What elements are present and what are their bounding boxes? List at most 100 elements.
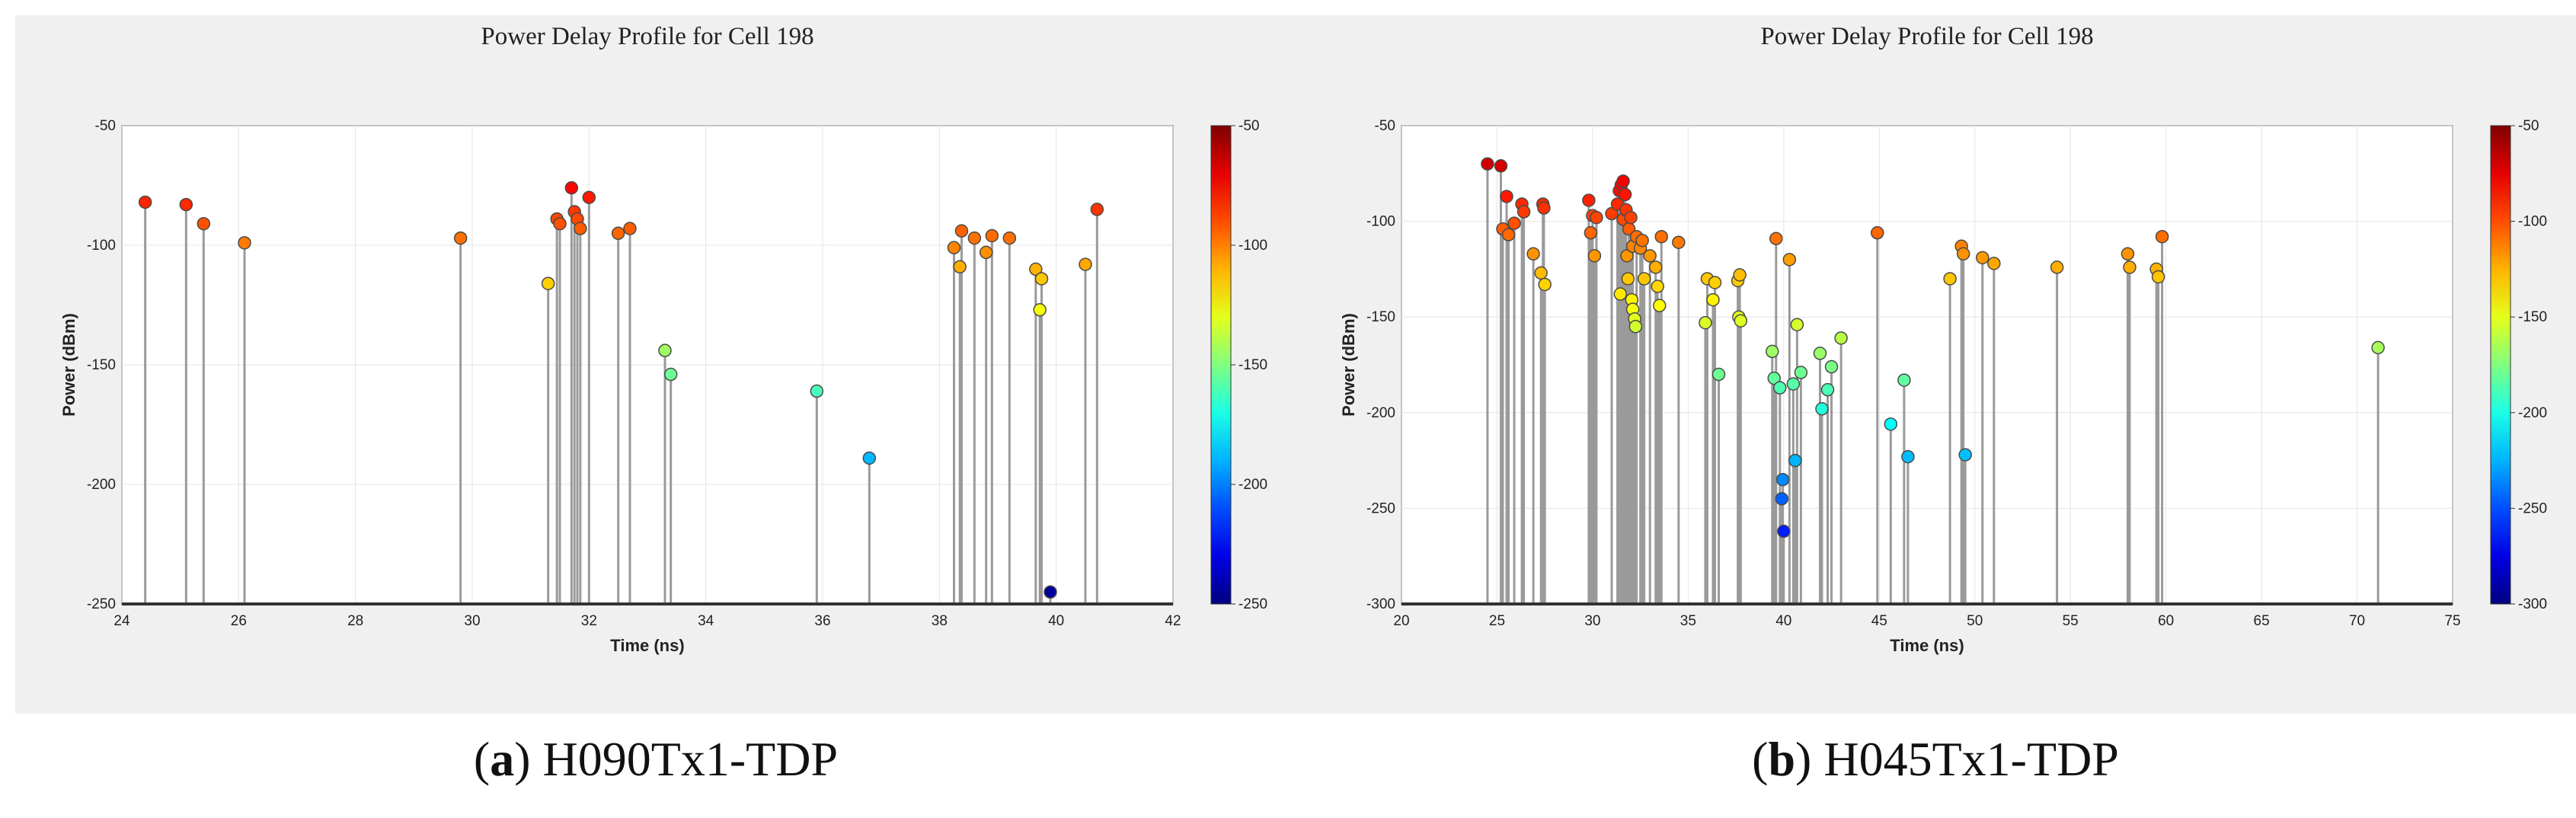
chart-a-data-point — [862, 451, 877, 465]
chart-b-data-point — [1584, 225, 1598, 240]
chart-b-data-point — [1537, 201, 1551, 215]
chart-b-data-point — [2151, 270, 2165, 284]
chart-a-markers — [138, 181, 1104, 599]
chart-b-data-point — [1987, 257, 2001, 270]
chart-b-x-tick-label: 25 — [1489, 613, 1505, 629]
chart-b-data-point — [1871, 225, 1884, 240]
chart-b-colorbar-tick-label: -200 — [2518, 405, 2547, 421]
chart-a-y-tick-label: -150 — [87, 357, 116, 373]
chart-a-x-tick-label: 36 — [814, 613, 830, 629]
chart-a-data-point — [623, 222, 637, 235]
chart-b-svg: Power Delay Profile for Cell 198 20 25 30 35… — [1339, 23, 2547, 655]
chart-a-data-point — [985, 228, 999, 243]
chart-b-data-point — [2371, 340, 2385, 355]
chart-a-data-point — [197, 216, 211, 231]
chart-a-svg: Power Delay Profile for Cell 198 24 26 28 30… — [59, 23, 1267, 655]
chart-b-data-point — [1834, 331, 1848, 345]
chart-b-data-point — [1824, 359, 1839, 374]
chart-a-data-point — [663, 367, 678, 382]
chart-a-stems — [144, 187, 1098, 604]
chart-b-y-tick-label: -50 — [1375, 118, 1395, 134]
chart-b-data-point — [1884, 417, 1898, 431]
chart-b-markers — [1481, 157, 2385, 538]
chart-b-y-tick-label: -200 — [1366, 405, 1395, 421]
chart-a-x-tick-label: 26 — [231, 613, 247, 629]
chart-b-data-point — [1616, 174, 1630, 188]
caption-a: (a) H090Tx1-TDP — [473, 732, 839, 786]
chart-a-data-point — [453, 231, 468, 245]
chart-b-y-tick-label: -150 — [1366, 309, 1395, 325]
chart-b-data-point — [1637, 272, 1651, 286]
chart-b-data-point — [1648, 260, 1663, 274]
chart-b-data-point — [1767, 371, 1782, 385]
chart-a-x-tick-label: 40 — [1048, 613, 1064, 629]
chart-b-data-point — [1782, 253, 1797, 267]
chart-b-data-point — [1976, 251, 1990, 265]
chart-b-data-point — [1813, 347, 1827, 360]
chart-b-data-point — [1786, 377, 1801, 391]
chart-b-colorbar-tick-label: -50 — [2518, 118, 2539, 134]
chart-a-data-point — [954, 224, 969, 238]
chart-a-y-tick-label: -250 — [87, 596, 116, 612]
chart-b-x-tick-label: 60 — [2158, 613, 2174, 629]
chart-a-data-point — [541, 276, 555, 290]
chart-b-data-point — [1618, 187, 1632, 202]
chart-a-data-point — [979, 245, 993, 260]
chart-b-data-point — [1708, 276, 1722, 289]
chart-b-x-tick-label: 55 — [2063, 613, 2079, 629]
chart-b-data-point — [1534, 266, 1548, 280]
chart-a-data-point — [574, 222, 587, 235]
chart-b-colorbar-tick-label: -250 — [2518, 500, 2547, 516]
chart-a-y-tick-label: -200 — [87, 477, 116, 493]
chart-a-data-point — [582, 190, 596, 204]
chart-b-data-point — [1956, 247, 1970, 261]
chart-a-y-axis-label: Power (dBm) — [59, 313, 78, 417]
chart-panel-a: Power Delay Profile for Cell 198 24 26 28 30… — [15, 15, 1296, 714]
chart-b-data-point — [1651, 280, 1664, 293]
chart-b-x-tick-label: 45 — [1871, 613, 1887, 629]
chart-b-data-point — [1652, 299, 1667, 312]
chart-a-data-point — [1002, 231, 1017, 245]
chart-b-data-point — [1628, 320, 1643, 334]
chart-a-colorbar — [1210, 125, 1232, 605]
chart-b-data-point — [1775, 492, 1789, 506]
chart-a-data-point — [553, 216, 567, 231]
caption-a-letter: a — [490, 732, 515, 786]
chart-b-y-tick-label: -100 — [1366, 214, 1395, 230]
caption-b-letter: b — [1768, 732, 1796, 786]
chart-b-data-point — [1733, 268, 1747, 282]
chart-a-x-axis-label: Time (ns) — [610, 636, 684, 655]
chart-b-data-point — [1815, 402, 1829, 416]
chart-b-data-point — [1901, 449, 1915, 464]
chart-b-data-point — [1958, 448, 1972, 462]
chart-a-data-point — [238, 236, 251, 250]
chart-b-y-tick-label: -250 — [1366, 500, 1395, 516]
chart-a-data-point — [810, 384, 824, 398]
chart-b-data-point — [1790, 318, 1804, 331]
chart-b-data-point — [2123, 260, 2137, 274]
chart-a-colorbar-tick-label: -100 — [1238, 238, 1267, 254]
chart-b-data-point — [1788, 453, 1802, 468]
chart-a-data-point — [564, 181, 579, 195]
chart-b-data-point — [1711, 367, 1726, 382]
chart-b-data-point — [1794, 366, 1808, 379]
chart-b-data-point — [1507, 216, 1521, 230]
chart-b-data-point — [1635, 233, 1649, 248]
chart-b-x-tick-label: 20 — [1393, 613, 1409, 629]
chart-a-y-tick-label: -50 — [95, 118, 116, 134]
chart-b-x-tick-label: 75 — [2444, 613, 2460, 629]
chart-b-data-point — [1582, 193, 1596, 207]
chart-a-data-point — [1090, 203, 1104, 216]
chart-b-data-point — [1766, 344, 1779, 359]
chart-a-data-point — [138, 195, 152, 209]
chart-b-data-point — [1654, 229, 1668, 244]
chart-a-colorbar-tick-label: -50 — [1238, 118, 1259, 134]
chart-b-data-point — [1734, 314, 1748, 328]
caption-a-text: H090Tx1-TDP — [542, 732, 839, 786]
caption-b-text: H045Tx1-TDP — [1823, 732, 2119, 786]
chart-b-data-point — [1672, 235, 1686, 249]
chart-a-data-point — [658, 343, 672, 357]
chart-a-data-point — [967, 231, 982, 245]
chart-a-title: Power Delay Profile for Cell 198 — [481, 23, 813, 50]
chart-b-data-point — [1590, 210, 1603, 225]
